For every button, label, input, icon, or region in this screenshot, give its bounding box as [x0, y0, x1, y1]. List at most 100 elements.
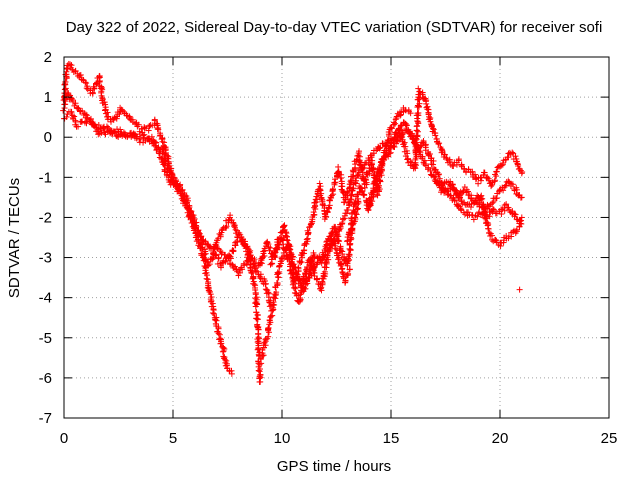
data-point: [211, 310, 218, 317]
data-point: [230, 248, 237, 255]
data-point: [276, 268, 283, 275]
data-point: [214, 245, 221, 252]
data-point: [213, 317, 220, 324]
data-point: [95, 122, 102, 129]
data-point: [346, 252, 353, 259]
data-point: [265, 333, 272, 340]
data-point: [254, 316, 261, 323]
data-point: [71, 113, 78, 120]
data-point: [327, 233, 334, 240]
data-point: [267, 261, 274, 268]
data-point: [255, 367, 262, 374]
data-point: [249, 275, 256, 282]
data-point: [152, 142, 159, 149]
data-point: [99, 94, 106, 101]
data-point: [155, 126, 162, 133]
data-point: [177, 182, 184, 189]
data-point: [346, 266, 353, 273]
data-point: [91, 85, 98, 92]
data-point: [265, 324, 272, 331]
data-point: [60, 107, 67, 114]
data-point: [158, 136, 165, 143]
data-point: [151, 138, 158, 145]
data-point: [336, 238, 343, 245]
data-point: [277, 258, 284, 265]
data-point: [215, 254, 222, 261]
data-point: [217, 264, 224, 271]
data-point: [83, 80, 90, 87]
data-point: [328, 230, 335, 237]
data-point: [326, 197, 333, 204]
data-point: [105, 113, 112, 120]
data-point: [226, 255, 233, 262]
data-point: [339, 269, 346, 276]
data-point: [145, 127, 152, 134]
data-point: [266, 317, 273, 324]
data-point: [347, 236, 354, 243]
data-point: [202, 250, 209, 257]
data-point: [269, 312, 276, 319]
data-point: [274, 280, 281, 287]
data-point: [225, 217, 232, 224]
data-point: [116, 111, 123, 118]
data-point: [318, 284, 325, 291]
data-point: [158, 155, 165, 162]
data-point: [287, 246, 294, 253]
data-point: [84, 86, 91, 93]
data-point: [121, 108, 128, 115]
data-points: [60, 60, 526, 385]
data-point: [239, 266, 246, 273]
data-point: [248, 255, 255, 262]
data-point: [276, 263, 283, 270]
data-point: [136, 128, 143, 135]
data-point: [63, 113, 70, 120]
data-point: [235, 272, 242, 279]
data-point: [218, 340, 225, 347]
data-point: [193, 223, 200, 230]
data-point: [292, 290, 299, 297]
data-point: [241, 262, 248, 269]
data-point: [169, 178, 176, 185]
data-point: [99, 124, 106, 131]
data-point: [307, 262, 314, 269]
data-point: [126, 113, 133, 120]
data-point: [374, 192, 381, 199]
data-point: [254, 339, 261, 346]
data-point: [69, 98, 76, 105]
data-point: [280, 252, 287, 259]
data-point: [271, 301, 278, 308]
data-point: [215, 330, 222, 337]
data-point: [225, 254, 232, 261]
data-point: [342, 277, 349, 284]
data-point: [276, 262, 283, 269]
data-point: [179, 186, 186, 193]
data-point: [223, 223, 230, 230]
data-point: [220, 347, 227, 354]
data-point: [68, 109, 75, 116]
data-point: [228, 370, 235, 377]
data-point: [117, 126, 124, 133]
data-point: [95, 131, 102, 138]
data-point: [187, 207, 194, 214]
data-point: [159, 138, 166, 145]
data-point: [252, 303, 259, 310]
data-point: [262, 280, 269, 287]
data-point: [273, 289, 280, 296]
data-point: [151, 116, 158, 123]
data-point: [135, 121, 142, 128]
data-point: [264, 239, 271, 246]
data-point: [90, 122, 97, 129]
data-point: [233, 238, 240, 245]
data-point: [105, 124, 112, 131]
data-point: [344, 271, 351, 278]
data-point: [75, 123, 82, 130]
data-point: [102, 101, 109, 108]
data-point: [206, 261, 213, 268]
data-point: [82, 111, 89, 118]
data-point: [205, 262, 212, 269]
data-point: [83, 112, 90, 119]
data-point: [198, 233, 205, 240]
data-point: [141, 131, 148, 138]
